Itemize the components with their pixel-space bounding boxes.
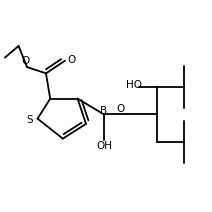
Text: HO: HO: [126, 80, 142, 89]
Text: B: B: [100, 106, 107, 116]
Text: O: O: [22, 56, 30, 66]
Text: O: O: [117, 103, 125, 114]
Text: S: S: [26, 115, 33, 125]
Text: OH: OH: [96, 141, 112, 151]
Text: O: O: [68, 55, 76, 65]
